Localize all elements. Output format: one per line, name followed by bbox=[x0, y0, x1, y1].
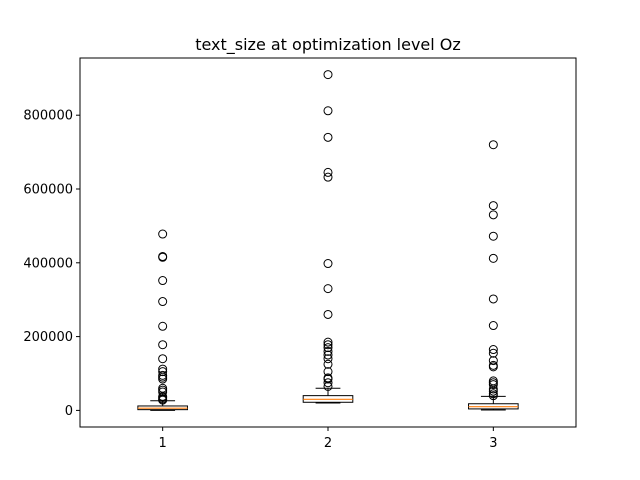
outlier-point bbox=[323, 354, 333, 364]
outlier-point bbox=[323, 337, 333, 347]
outlier-point bbox=[158, 354, 168, 364]
outlier-point bbox=[158, 252, 168, 262]
outlier-point bbox=[158, 383, 168, 393]
outlier-point bbox=[488, 345, 498, 355]
outlier-point bbox=[488, 231, 498, 241]
outlier-point bbox=[323, 378, 333, 388]
y-tick-label: 200000 bbox=[23, 330, 73, 345]
outlier-point bbox=[488, 376, 498, 386]
chart-title: text_size at optimization level Oz bbox=[195, 35, 461, 55]
outlier-point bbox=[158, 367, 168, 377]
outlier-point bbox=[488, 378, 498, 388]
plot-area: 0 200000 400000 600000 800000 1 2 3 bbox=[23, 70, 519, 451]
outlier-point bbox=[323, 367, 333, 377]
outlier-point bbox=[158, 321, 168, 331]
outlier-point bbox=[323, 132, 333, 142]
outlier-point bbox=[323, 359, 333, 369]
outlier-point bbox=[158, 297, 168, 307]
outlier-point bbox=[488, 253, 498, 263]
outlier-point bbox=[488, 360, 498, 370]
outlier-point bbox=[323, 259, 333, 269]
y-tick-label: 800000 bbox=[23, 109, 73, 124]
outlier-point bbox=[323, 70, 333, 80]
outlier-point bbox=[323, 106, 333, 116]
outlier-point bbox=[323, 343, 333, 353]
axes-frame bbox=[79, 57, 577, 428]
outlier-point bbox=[158, 229, 168, 239]
outlier-point bbox=[488, 201, 498, 211]
outlier-point bbox=[323, 346, 333, 356]
outlier-point bbox=[488, 356, 498, 366]
outlier-point bbox=[158, 364, 168, 374]
outlier-point bbox=[323, 167, 333, 177]
outlier-point bbox=[323, 284, 333, 294]
outlier-point bbox=[323, 340, 333, 350]
outlier-point bbox=[488, 210, 498, 220]
y-tick-label: 400000 bbox=[23, 256, 73, 271]
outlier-point bbox=[323, 309, 333, 319]
outlier-point bbox=[488, 321, 498, 331]
outlier-point bbox=[323, 373, 333, 383]
outlier-point bbox=[158, 385, 168, 395]
outlier-point bbox=[488, 348, 498, 358]
outlier-point bbox=[323, 172, 333, 182]
x-tick-label: 2 bbox=[324, 436, 332, 451]
outlier-point bbox=[488, 389, 498, 399]
outlier-point bbox=[488, 294, 498, 304]
outlier-point bbox=[158, 340, 168, 350]
outlier-point bbox=[488, 140, 498, 150]
x-tick-label: 1 bbox=[159, 436, 167, 451]
y-tick-label: 0 bbox=[65, 404, 73, 419]
outlier-point bbox=[158, 370, 168, 380]
outlier-point bbox=[158, 276, 168, 286]
y-tick-label: 600000 bbox=[23, 182, 73, 197]
outlier-point bbox=[323, 350, 333, 360]
x-tick-label: 3 bbox=[489, 436, 497, 451]
